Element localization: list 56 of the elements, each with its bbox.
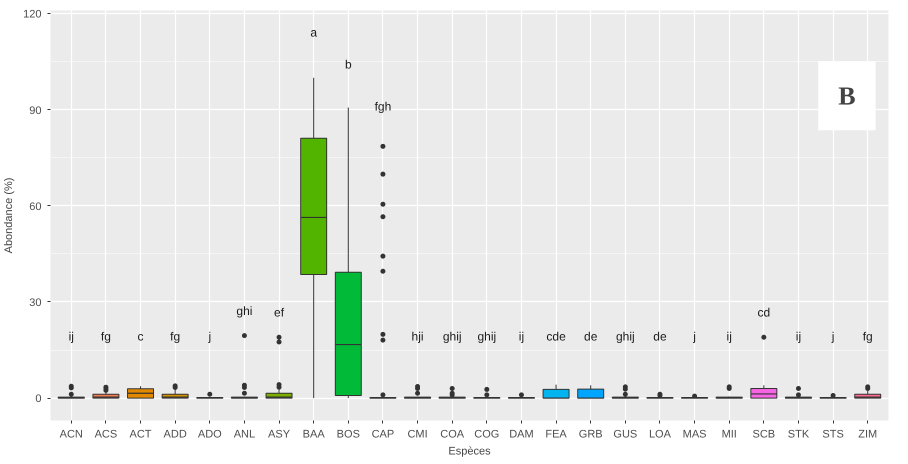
x-tick-label: ADD (164, 428, 187, 440)
x-tick-label: BAA (302, 428, 326, 440)
x-tick-label: GRB (578, 428, 603, 440)
x-tick-label: FEA (545, 428, 568, 440)
x-tick-label: LOA (648, 428, 672, 440)
annotation: fg (100, 330, 111, 344)
annotation: hji (412, 330, 424, 344)
annotation: b (344, 58, 352, 72)
y-tick-label: 30 (29, 296, 42, 309)
x-tick-label: COG (474, 428, 500, 440)
annotation: ghij (442, 330, 462, 344)
y-tick-label: 120 (23, 8, 42, 21)
annotation: ij (726, 330, 732, 344)
x-tick-label: ADO (198, 428, 222, 440)
x-tick-label: ACN (60, 428, 83, 440)
annotation: fgh (374, 99, 392, 114)
annotation: fg (170, 330, 180, 344)
annotation: de (584, 330, 598, 344)
x-tick-label: GUS (613, 428, 638, 440)
annotation: c (138, 330, 144, 344)
annotation: ghi (236, 304, 252, 318)
annotation: B (838, 81, 856, 110)
x-tick-label: BOS (336, 428, 360, 440)
x-tick-label: DAM (509, 428, 534, 440)
annotation: ij (518, 330, 524, 344)
x-tick-label: MII (722, 428, 737, 440)
x-tick-label: ACS (94, 428, 118, 440)
x-tick-label: ACT (130, 428, 152, 440)
annotation: cde (546, 330, 566, 344)
annotation: j (692, 330, 696, 344)
x-tick-label: CAP (372, 428, 394, 440)
annotation: ef (274, 306, 285, 320)
annotation: ghij (616, 330, 635, 344)
y-axis-title: Abondance (%) (3, 178, 16, 254)
annotation: cd (758, 306, 770, 320)
x-tick-label: MAS (682, 428, 707, 440)
x-tick-label: STS (822, 428, 844, 440)
x-tick-label: CMI (407, 428, 428, 440)
annotation: j (207, 330, 212, 344)
annotation: ij (796, 330, 802, 344)
x-tick-label: STK (788, 428, 810, 440)
y-tick-label: 90 (29, 104, 42, 117)
y-tick-label: 60 (29, 200, 42, 213)
x-tick-label: COA (440, 428, 465, 440)
x-axis-title: Espèces (448, 446, 492, 458)
y-tick-label: 0 (35, 393, 42, 406)
annotation: de (653, 330, 667, 344)
x-tick-label: ZIM (858, 428, 878, 440)
annotation: j (830, 330, 834, 344)
x-tick-label: ANL (234, 428, 256, 440)
annotation: fg (862, 330, 873, 344)
annotation: ghij (477, 330, 496, 344)
x-tick-label: SCB (752, 428, 776, 440)
x-tick-label: ASY (268, 428, 291, 440)
annotation: ij (68, 330, 74, 344)
annotation: a (310, 25, 318, 40)
